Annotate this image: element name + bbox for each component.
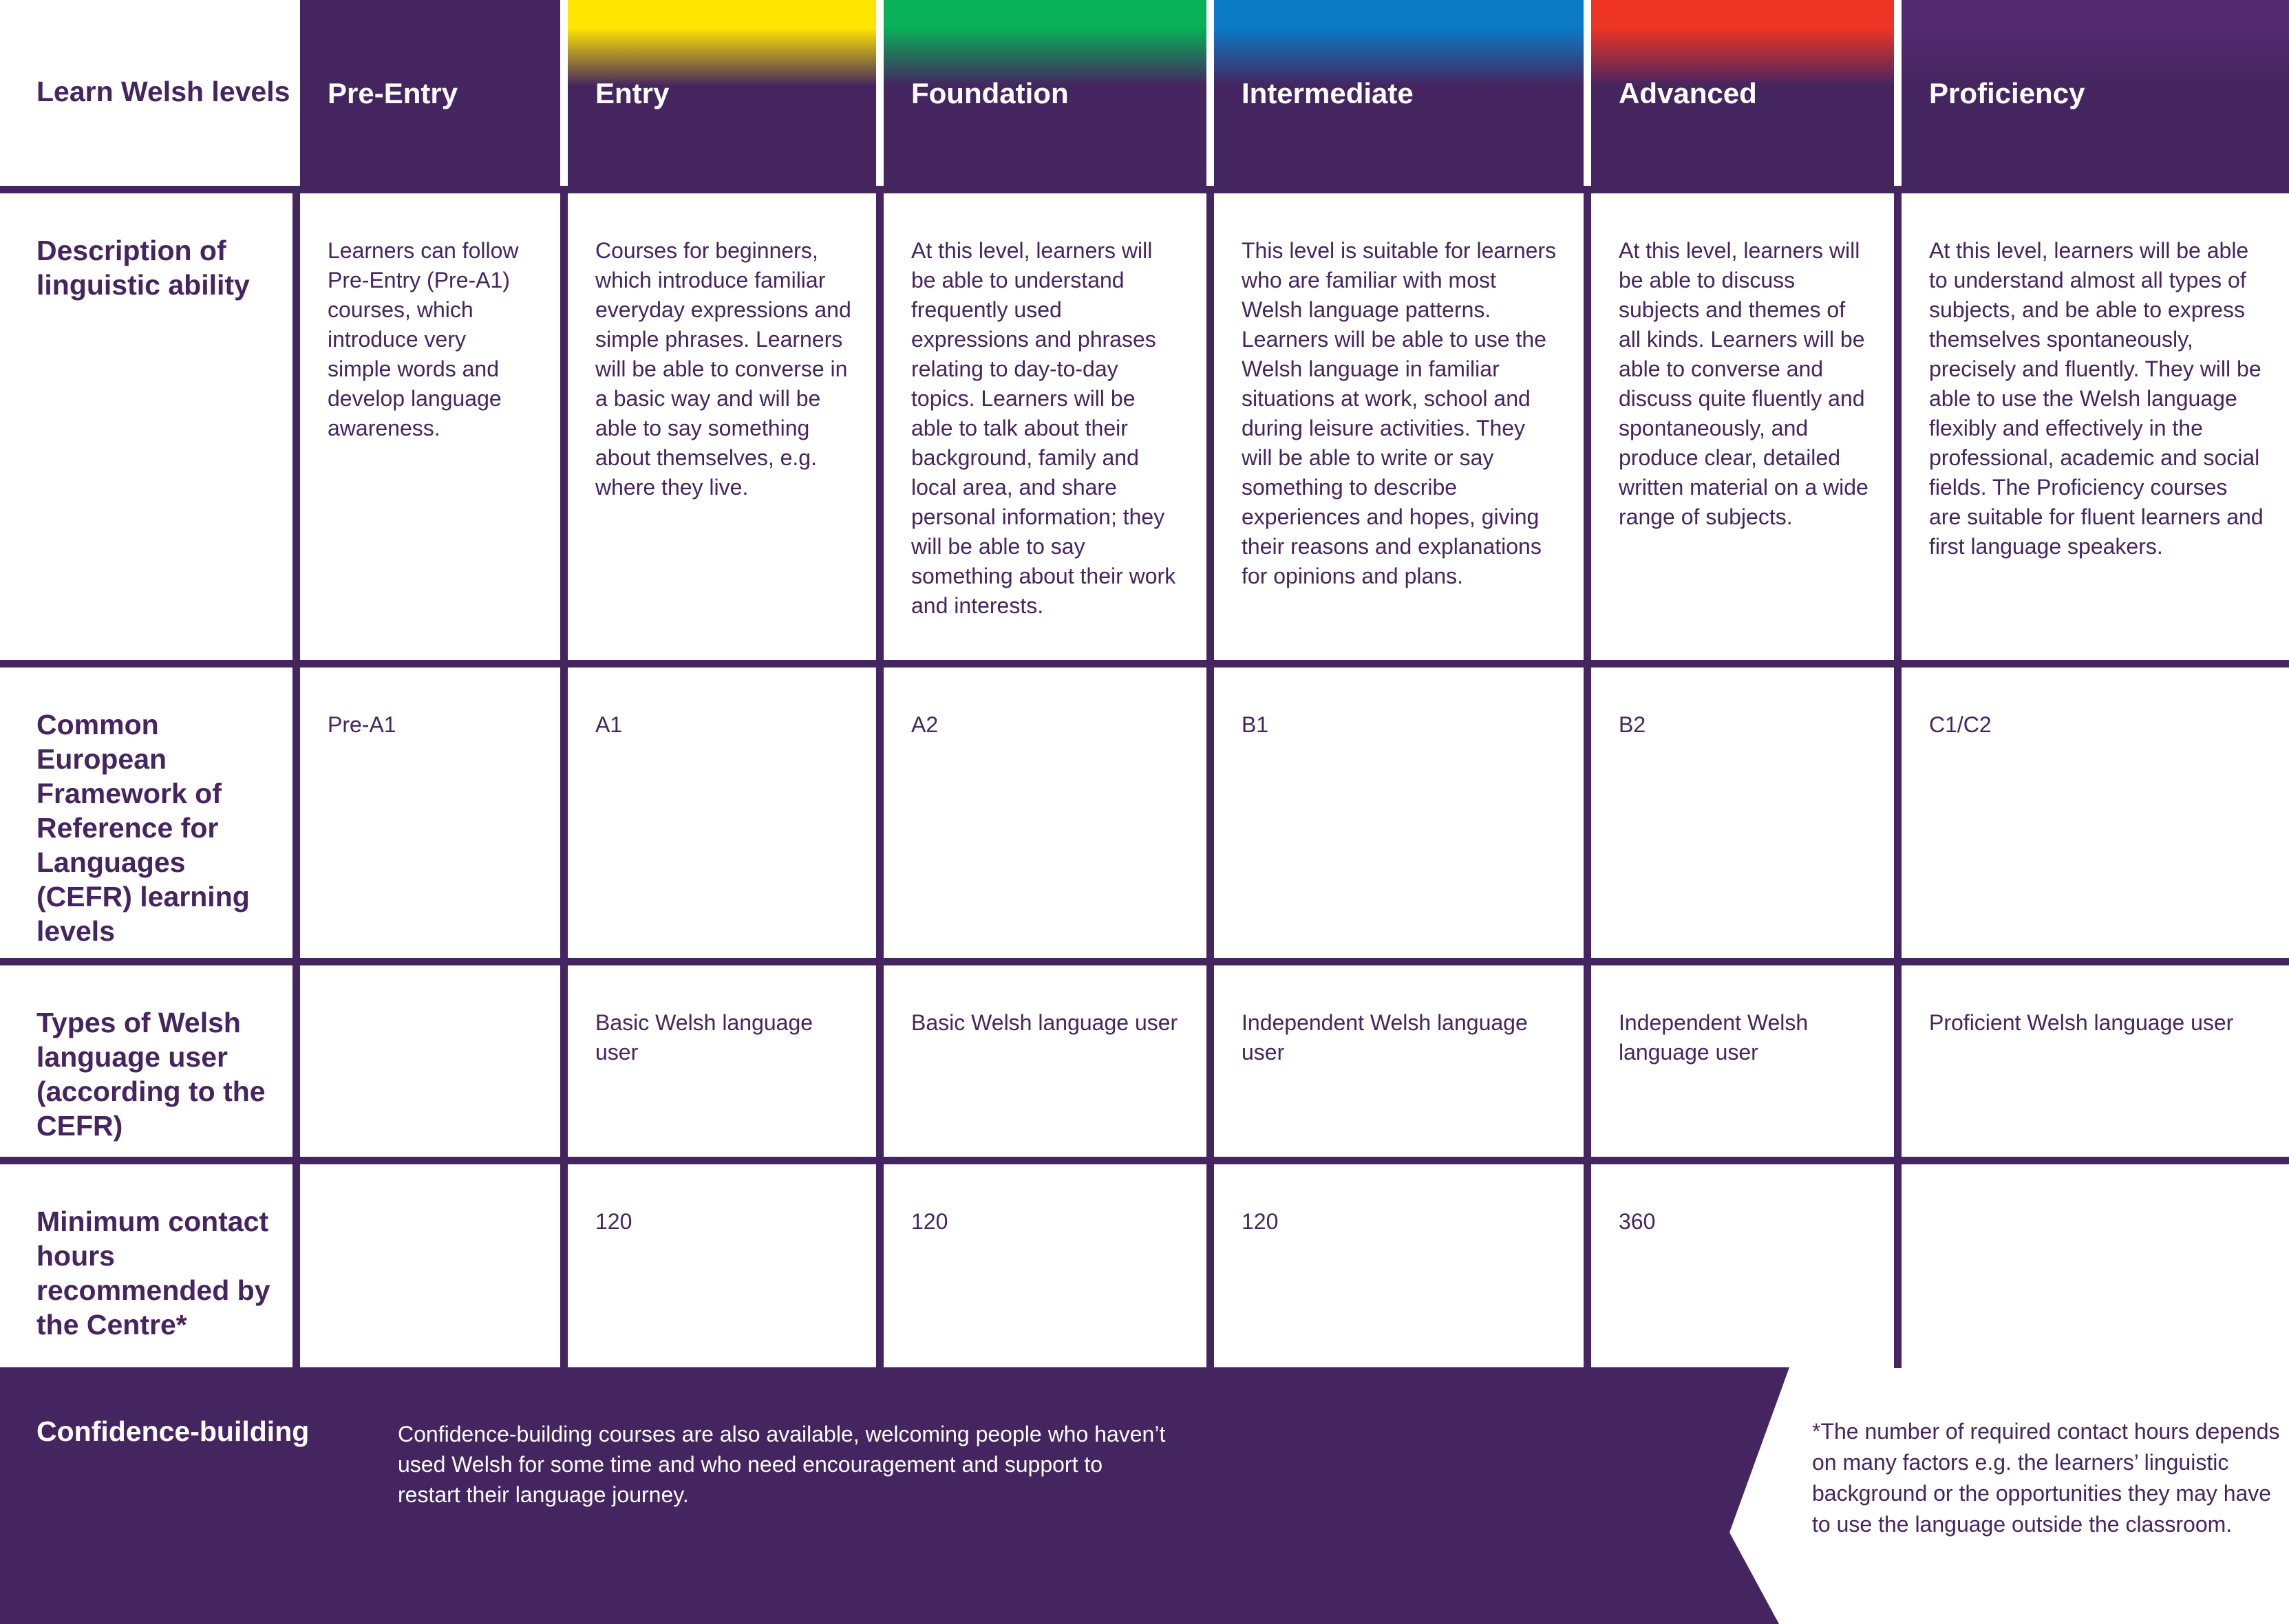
description-cell: At this level, learners will be able to … bbox=[1902, 193, 2289, 660]
description-cell: Courses for beginners, which introduce f… bbox=[568, 193, 876, 660]
level-header: Entry bbox=[568, 0, 876, 186]
row-label-cefr: Common European Framework of Reference f… bbox=[0, 667, 292, 958]
cefr-cell: B1 bbox=[1214, 667, 1584, 958]
user-type-cell: Basic Welsh language user bbox=[568, 965, 876, 1157]
user-type-cell: Basic Welsh language user bbox=[884, 965, 1206, 1157]
hours-cell: 120 bbox=[1214, 1164, 1584, 1368]
banner-title: Confidence-building bbox=[36, 1415, 310, 1447]
user-type-cell: Independent Welsh language user bbox=[1591, 965, 1894, 1157]
level-header: Advanced bbox=[1591, 0, 1894, 186]
banner-text: Confidence-building courses are also ava… bbox=[398, 1422, 1166, 1507]
hours-cell: 360 bbox=[1591, 1164, 1894, 1368]
footnote: *The number of required contact hours de… bbox=[1812, 1419, 2280, 1537]
user-type-cell bbox=[300, 965, 560, 1157]
cefr-cell: A2 bbox=[884, 667, 1206, 958]
confidence-building-banner: Confidence-building Confidence-building … bbox=[0, 1367, 1789, 1624]
level-header: Intermediate bbox=[1214, 0, 1584, 186]
description-cell: Learners can follow Pre-Entry (Pre-A1) c… bbox=[300, 193, 560, 660]
user-type-cell: Independent Welsh language user bbox=[1214, 965, 1584, 1157]
row-label-description: Description of linguistic ability bbox=[0, 193, 292, 660]
levels-table: Description of linguistic ability Learner… bbox=[0, 186, 2289, 1368]
hours-cell: 120 bbox=[884, 1164, 1206, 1368]
level-header: Pre-Entry bbox=[300, 0, 560, 186]
hours-cell bbox=[300, 1164, 560, 1368]
user-type-cell: Proficient Welsh language user bbox=[1902, 965, 2289, 1157]
row-label-hours: Minimum contact hours recommended by the… bbox=[0, 1164, 292, 1368]
header-row: Learn Welsh levels Pre-Entry Entry Found… bbox=[0, 0, 2289, 186]
header-label: Learn Welsh levels bbox=[0, 0, 292, 186]
cefr-cell: A1 bbox=[568, 667, 876, 958]
level-header: Proficiency bbox=[1902, 0, 2289, 186]
level-header: Foundation bbox=[884, 0, 1206, 186]
cefr-cell: B2 bbox=[1591, 667, 1894, 958]
cefr-cell: Pre-A1 bbox=[300, 667, 560, 958]
cefr-cell: C1/C2 bbox=[1902, 667, 2289, 958]
row-label-user-type: Types of Welsh language user (according … bbox=[0, 965, 292, 1157]
hours-cell: 120 bbox=[568, 1164, 876, 1368]
description-cell: At this level, learners will be able to … bbox=[1591, 193, 1894, 660]
hours-cell bbox=[1902, 1164, 2289, 1368]
description-cell: This level is suitable for learners who … bbox=[1214, 193, 1584, 660]
description-cell: At this level, learners will be able to … bbox=[884, 193, 1206, 660]
